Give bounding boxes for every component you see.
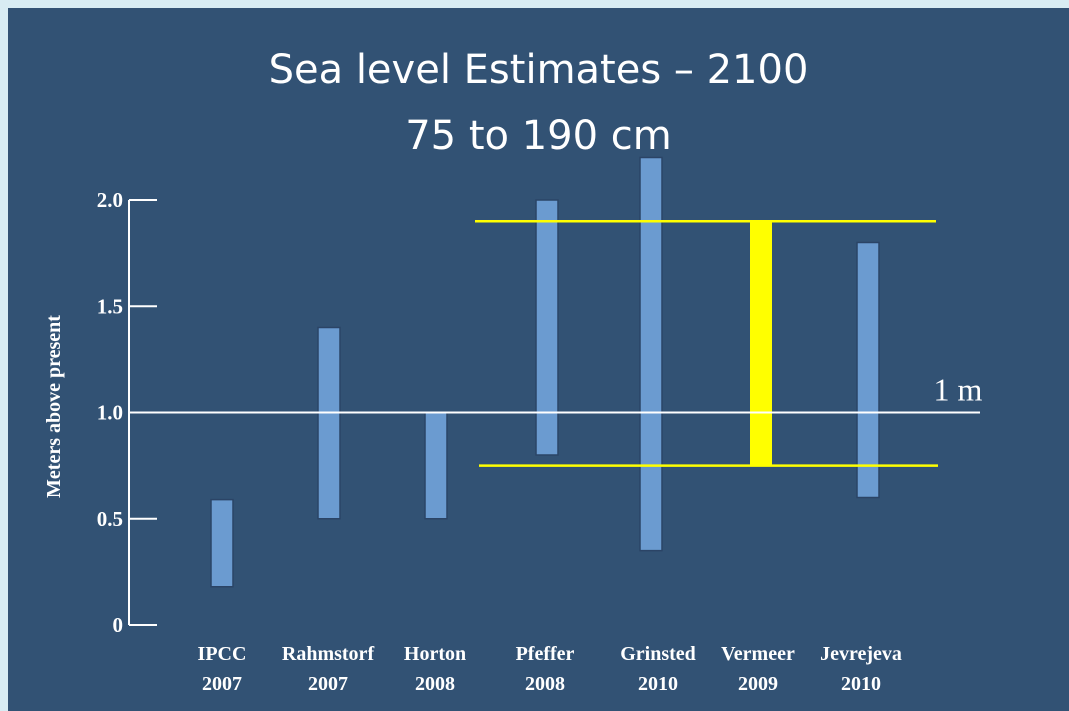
bars-layer: [210, 156, 880, 588]
range-bar: [856, 241, 880, 499]
x-category-label: Horton: [404, 643, 466, 665]
y-tick-label: 0: [113, 613, 124, 637]
slide: Sea level Estimates – 2100 75 to 190 cm …: [8, 8, 1069, 711]
x-category-year: 2007: [308, 673, 348, 695]
x-category-label: Grinsted: [620, 643, 696, 665]
x-category-label: Rahmstorf: [282, 643, 375, 665]
x-category-year: 2008: [525, 673, 565, 695]
y-tick-label: 0.5: [97, 507, 123, 531]
y-tick-label: 1.0: [97, 401, 123, 425]
x-category-year: 2010: [638, 673, 678, 695]
y-axis-label: Meters above present: [43, 315, 65, 498]
highlight-range-bar: [750, 221, 772, 466]
x-category-year: 2010: [841, 673, 881, 695]
reference-line-label: 1 m: [934, 372, 983, 408]
range-bar: [424, 411, 448, 520]
x-category-year: 2009: [738, 673, 778, 695]
range-bar: [639, 156, 663, 552]
y-tick-label: 1.5: [97, 294, 123, 318]
chart-svg: 0 0.5 1.0 1.5 2.0 Meters above present 1 m IP…: [43, 156, 983, 695]
x-category-year: 2008: [415, 673, 455, 695]
labels-layer: IPCC 2007 Rahmstorf 2007 Horton 2008 Pfeffer 20…: [198, 643, 902, 695]
y-tick-label: 2.0: [97, 188, 123, 212]
chart-title: Sea level Estimates – 2100: [268, 47, 809, 93]
range-bar: [317, 326, 341, 520]
x-category-label: Pfeffer: [516, 643, 575, 665]
chart-subtitle: 75 to 190 cm: [405, 113, 672, 159]
x-category-label: Vermeer: [721, 643, 795, 665]
range-bar: [535, 199, 559, 456]
range-bar: [210, 498, 234, 588]
lines-layer: 1 m: [129, 220, 983, 467]
x-category-year: 2007: [202, 673, 242, 695]
x-category-label: Jevrejeva: [820, 643, 902, 665]
x-category-label: IPCC: [198, 643, 247, 665]
